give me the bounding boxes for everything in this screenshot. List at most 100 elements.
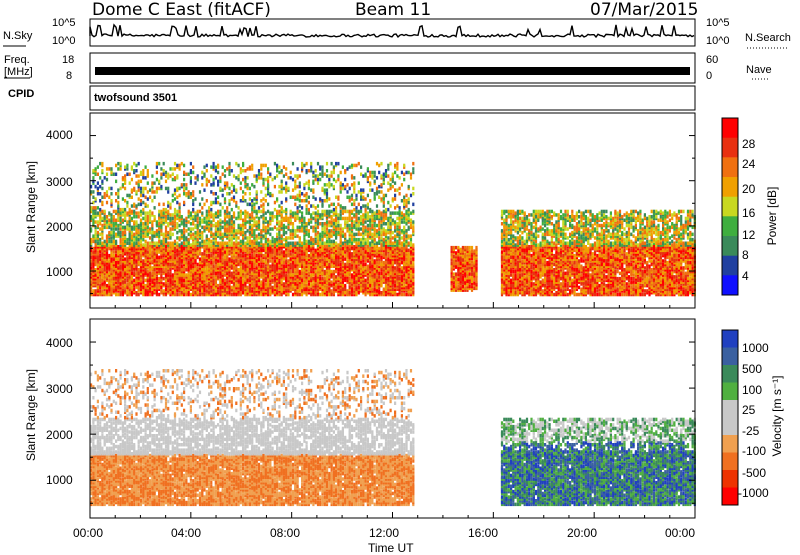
- power-cell: [224, 181, 226, 185]
- power-cell: [349, 199, 351, 203]
- power-cell: [342, 206, 344, 210]
- power-cell: [188, 215, 190, 219]
- power-cell: [247, 187, 249, 191]
- power-cell: [240, 181, 242, 185]
- power-cell: [135, 236, 137, 240]
- power-cell: [272, 279, 274, 283]
- power-cell: [344, 263, 346, 267]
- power-cell: [285, 197, 287, 201]
- power-cell: [315, 206, 317, 210]
- power-cell: [115, 173, 117, 177]
- power-cell: [262, 178, 264, 182]
- power-cell: [215, 192, 217, 196]
- power-cell: [126, 238, 128, 242]
- power-cell: [315, 178, 317, 182]
- power-cell: [274, 277, 276, 281]
- power-cell: [149, 210, 151, 214]
- power-cell: [133, 220, 135, 224]
- power-cell: [213, 162, 215, 166]
- power-cell: [253, 203, 255, 207]
- power-cell: [172, 220, 174, 224]
- power-cell: [321, 234, 323, 238]
- power-cell: [163, 208, 165, 212]
- power-cell: [106, 167, 108, 171]
- power-cell: [253, 210, 255, 214]
- power-cell: [265, 199, 267, 203]
- power-cell: [355, 194, 357, 198]
- power-cell: [158, 213, 160, 217]
- power-cell: [147, 226, 149, 230]
- power-cell: [355, 227, 357, 231]
- power-cell: [108, 240, 110, 244]
- power-cell: [179, 266, 181, 270]
- power-cell: [355, 238, 357, 242]
- power-cell: [281, 213, 283, 217]
- power-cell: [224, 227, 226, 231]
- power-cell: [242, 169, 244, 173]
- power-cell: [312, 211, 314, 215]
- power-cell: [274, 185, 276, 189]
- power-cell: [124, 284, 126, 288]
- power-cell: [213, 275, 215, 279]
- power-cell: [174, 162, 176, 166]
- power-cell: [174, 275, 176, 279]
- power-cell: [317, 162, 319, 166]
- power-cell: [142, 243, 144, 247]
- power-cell: [101, 289, 103, 293]
- power-cell: [99, 242, 101, 246]
- power-cell: [99, 219, 101, 223]
- power-cell: [317, 219, 319, 223]
- power-cell: [333, 226, 335, 230]
- power-cell: [92, 196, 94, 200]
- power-cell: [278, 236, 280, 240]
- power-cell: [163, 277, 165, 281]
- power-cell: [194, 197, 196, 201]
- power-cell: [308, 277, 310, 281]
- power-cell: [167, 272, 169, 276]
- power-cell: [131, 286, 133, 290]
- power-cell: [99, 289, 101, 293]
- power-cell: [131, 178, 133, 182]
- power-cell: [124, 187, 126, 191]
- power-cell: [244, 180, 246, 184]
- power-cell: [117, 224, 119, 228]
- power-cell: [244, 291, 246, 295]
- power-cell: [106, 173, 108, 177]
- power-cell: [231, 208, 233, 212]
- power-cell: [172, 199, 174, 203]
- power-cell: [281, 222, 283, 226]
- power-cell: [351, 183, 353, 187]
- power-cell: [99, 284, 101, 288]
- power-cell: [117, 188, 119, 192]
- power-cell: [149, 196, 151, 200]
- power-cell: [340, 279, 342, 283]
- power-cell: [315, 240, 317, 244]
- power-cell: [99, 254, 101, 258]
- power-cell: [183, 164, 185, 168]
- power-cell: [120, 162, 122, 166]
- power-cell: [242, 211, 244, 215]
- power-cell: [235, 188, 237, 192]
- power-cell: [104, 215, 106, 219]
- power-cell: [294, 203, 296, 207]
- power-cell: [135, 190, 137, 194]
- power-cell: [165, 180, 167, 184]
- power-cell: [206, 234, 208, 238]
- power-cell: [260, 173, 262, 177]
- power-cell: [351, 194, 353, 198]
- power-cell: [333, 291, 335, 295]
- power-cell: [301, 229, 303, 233]
- power-cell: [197, 178, 199, 182]
- power-cell: [224, 233, 226, 237]
- power-cell: [260, 240, 262, 244]
- power-cell: [156, 220, 158, 224]
- power-cell: [242, 227, 244, 231]
- power-cell: [147, 242, 149, 246]
- power-cell: [151, 190, 153, 194]
- power-cell: [244, 199, 246, 203]
- power-cell: [199, 203, 201, 207]
- power-cell: [310, 204, 312, 208]
- power-cell: [106, 224, 108, 228]
- power-cell: [240, 171, 242, 175]
- power-cell: [115, 240, 117, 244]
